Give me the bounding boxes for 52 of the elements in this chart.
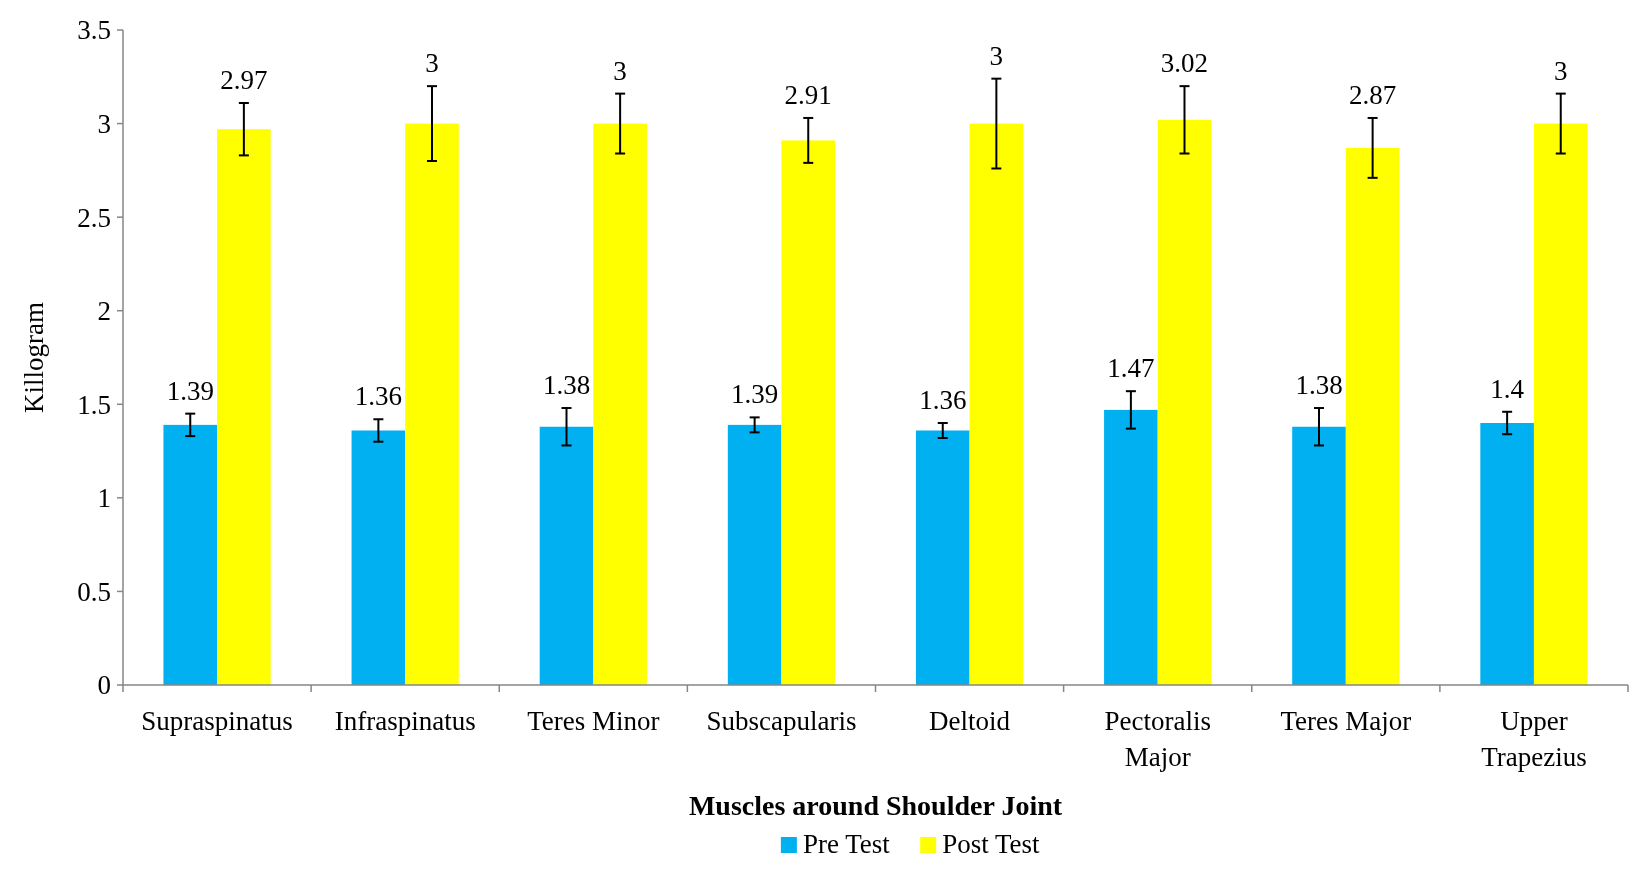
y-tick-label: 3.5: [77, 15, 111, 46]
y-tick-label: 0.5: [77, 576, 111, 607]
data-label: 1.4: [1490, 373, 1525, 404]
bar: [915, 430, 970, 685]
data-label: 1.38: [1295, 370, 1343, 401]
data-label: 2.91: [784, 79, 832, 110]
bar: [1157, 119, 1212, 685]
bar: [351, 430, 406, 685]
y-tick-label: 2: [97, 296, 111, 327]
bar: [1292, 426, 1346, 685]
data-label: 1.36: [354, 381, 402, 412]
x-tick-label: Subscapularis: [706, 706, 857, 736]
data-label: 1.39: [166, 375, 214, 406]
x-tick-label: Supraspinatus: [141, 706, 293, 736]
bar: [1345, 147, 1400, 685]
x-tick-label: Teres Major: [1280, 706, 1412, 736]
data-label: 3: [989, 40, 1004, 71]
y-tick-label: 1.5: [77, 389, 111, 420]
y-tick-label: 3: [97, 109, 111, 140]
y-axis-title: Killogram: [19, 302, 49, 413]
data-label: 1.39: [731, 379, 779, 410]
data-label: 3.02: [1160, 48, 1209, 79]
bar: [781, 140, 836, 685]
data-label: 1.38: [542, 370, 591, 401]
data-label: 1.47: [1107, 353, 1155, 384]
y-tick-label: 1: [97, 483, 111, 514]
bar: [1533, 123, 1588, 685]
bar: [405, 123, 459, 685]
bar: [1104, 409, 1158, 685]
bar: [539, 426, 594, 685]
bar: [1480, 423, 1534, 685]
data-label: 2.87: [1349, 79, 1397, 110]
x-axis-title: Muscles around Shoulder Joint: [688, 790, 1063, 821]
data-label: 3: [425, 48, 439, 79]
y-tick-label: 2.5: [77, 202, 111, 233]
x-tick-label: Upper Trapezius: [1481, 706, 1587, 772]
data-label: 3: [1554, 55, 1568, 86]
legend-label: Pre Test: [802, 829, 891, 859]
data-label: 3: [613, 55, 627, 86]
bar: [163, 424, 218, 685]
bar: [217, 129, 271, 685]
x-tick-label: Infraspinatus: [334, 706, 476, 736]
x-tick-label: Deltoid: [929, 706, 1011, 736]
legend-label: Post Test: [942, 829, 1041, 859]
data-label: 1.36: [919, 385, 967, 415]
bar: [969, 123, 1024, 685]
bar: [593, 123, 647, 685]
y-tick-label: 0: [97, 670, 111, 701]
data-label: 2.97: [220, 64, 268, 95]
bar: [727, 424, 782, 685]
x-tick-label: Teres Minor: [527, 706, 660, 736]
x-tick-label: Pectoralis Major: [1104, 706, 1211, 772]
